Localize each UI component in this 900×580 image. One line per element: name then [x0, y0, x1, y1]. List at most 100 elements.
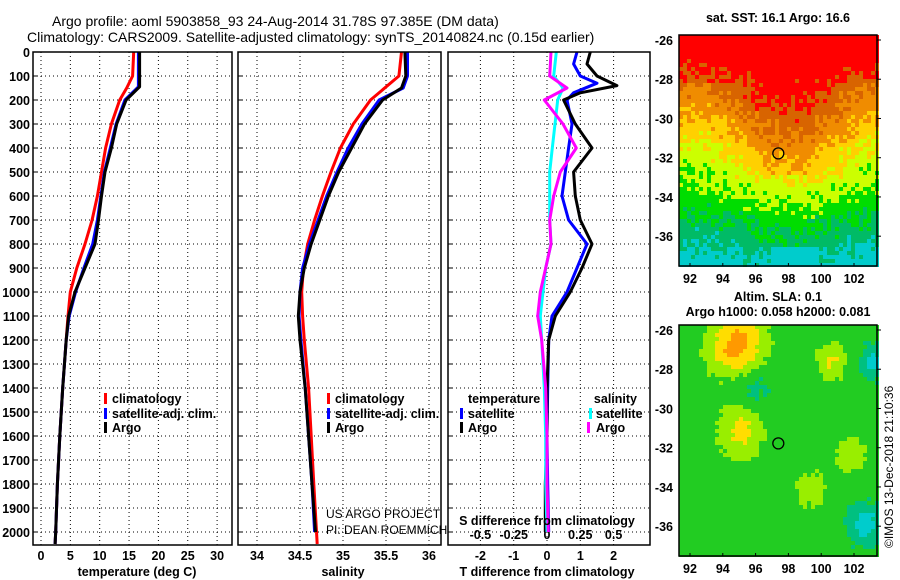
map-cell — [847, 151, 851, 155]
map-cell — [827, 203, 831, 207]
map-cell — [687, 373, 691, 377]
map-cell — [723, 59, 727, 63]
map-cell — [787, 211, 791, 215]
map-cell — [783, 55, 787, 59]
map-cell — [787, 361, 791, 365]
map-cell — [731, 67, 735, 71]
map-cell — [735, 453, 739, 457]
map-cell — [839, 211, 843, 215]
map-cell — [859, 219, 863, 223]
map-cell — [803, 167, 807, 171]
map-cell — [755, 259, 759, 263]
map-cell — [807, 43, 811, 47]
map-cell — [767, 71, 771, 75]
map-cell — [831, 199, 835, 203]
map-cell — [767, 263, 771, 267]
map-cell — [751, 115, 755, 119]
map-cell — [803, 333, 807, 337]
map-cell — [743, 79, 747, 83]
map-cell — [779, 457, 783, 461]
map-cell — [807, 381, 811, 385]
map-cell — [779, 131, 783, 135]
map-cell — [787, 119, 791, 123]
map-cell — [859, 147, 863, 151]
map-cell — [843, 441, 847, 445]
map-cell — [787, 155, 791, 159]
map-cell — [715, 103, 719, 107]
map-cell — [815, 55, 819, 59]
map-cell — [851, 195, 855, 199]
map-cell — [775, 433, 779, 437]
map-cell — [787, 413, 791, 417]
map-cell — [847, 357, 851, 361]
map-cell — [855, 389, 859, 393]
map-cell — [799, 255, 803, 259]
map-cell — [867, 43, 871, 47]
map-cell — [695, 67, 699, 71]
map-cell — [703, 457, 707, 461]
map-cell — [679, 171, 683, 175]
map-cell — [783, 227, 787, 231]
map-cell — [819, 159, 823, 163]
map-cell — [735, 91, 739, 95]
map-cell — [747, 199, 751, 203]
map-cell — [711, 381, 715, 385]
map-cell — [863, 421, 867, 425]
map-cell — [679, 325, 683, 329]
map-cell — [679, 175, 683, 179]
map-cell — [819, 337, 823, 341]
map-cell — [687, 413, 691, 417]
map-cell — [867, 115, 871, 119]
map-cell — [787, 421, 791, 425]
map-cell — [751, 337, 755, 341]
map-cell — [803, 377, 807, 381]
map-cell — [727, 187, 731, 191]
map-cell — [727, 215, 731, 219]
map-cell — [835, 159, 839, 163]
map-cell — [703, 361, 707, 365]
map-cell — [747, 67, 751, 71]
map-cell — [799, 461, 803, 465]
map-cell — [699, 147, 703, 151]
map-cell — [871, 199, 875, 203]
map-cell — [695, 405, 699, 409]
map-cell — [867, 99, 871, 103]
map-cell — [779, 255, 783, 259]
map-cell — [679, 401, 683, 405]
map-cell — [863, 183, 867, 187]
map-cell — [731, 211, 735, 215]
lon-tick-label: 102 — [844, 272, 865, 286]
map-cell — [783, 151, 787, 155]
map-cell — [771, 337, 775, 341]
map-cell — [735, 87, 739, 91]
map-cell — [811, 401, 815, 405]
map-cell — [839, 393, 843, 397]
map-cell — [679, 95, 683, 99]
map-cell — [779, 251, 783, 255]
map-cell — [759, 119, 763, 123]
map-cell — [867, 413, 871, 417]
map-cell — [743, 465, 747, 469]
map-cell — [687, 231, 691, 235]
map-cell — [799, 449, 803, 453]
map-cell — [803, 433, 807, 437]
map-cell — [827, 171, 831, 175]
map-cell — [819, 155, 823, 159]
map-cell — [839, 203, 843, 207]
map-cell — [855, 91, 859, 95]
map-cell — [843, 453, 847, 457]
map-cell — [823, 437, 827, 441]
map-cell — [819, 389, 823, 393]
map-cell — [727, 263, 731, 267]
map-cell — [859, 445, 863, 449]
map-cell — [871, 445, 875, 449]
legend-salinity-title: salinity — [594, 392, 637, 406]
map-cell — [827, 59, 831, 63]
map-cell — [703, 445, 707, 449]
legend-climatology: climatology — [112, 392, 182, 406]
map-cell — [843, 171, 847, 175]
legend-swatch-climatology — [327, 393, 330, 404]
map-cell — [839, 59, 843, 63]
map-cell — [763, 203, 767, 207]
map-cell — [843, 51, 847, 55]
